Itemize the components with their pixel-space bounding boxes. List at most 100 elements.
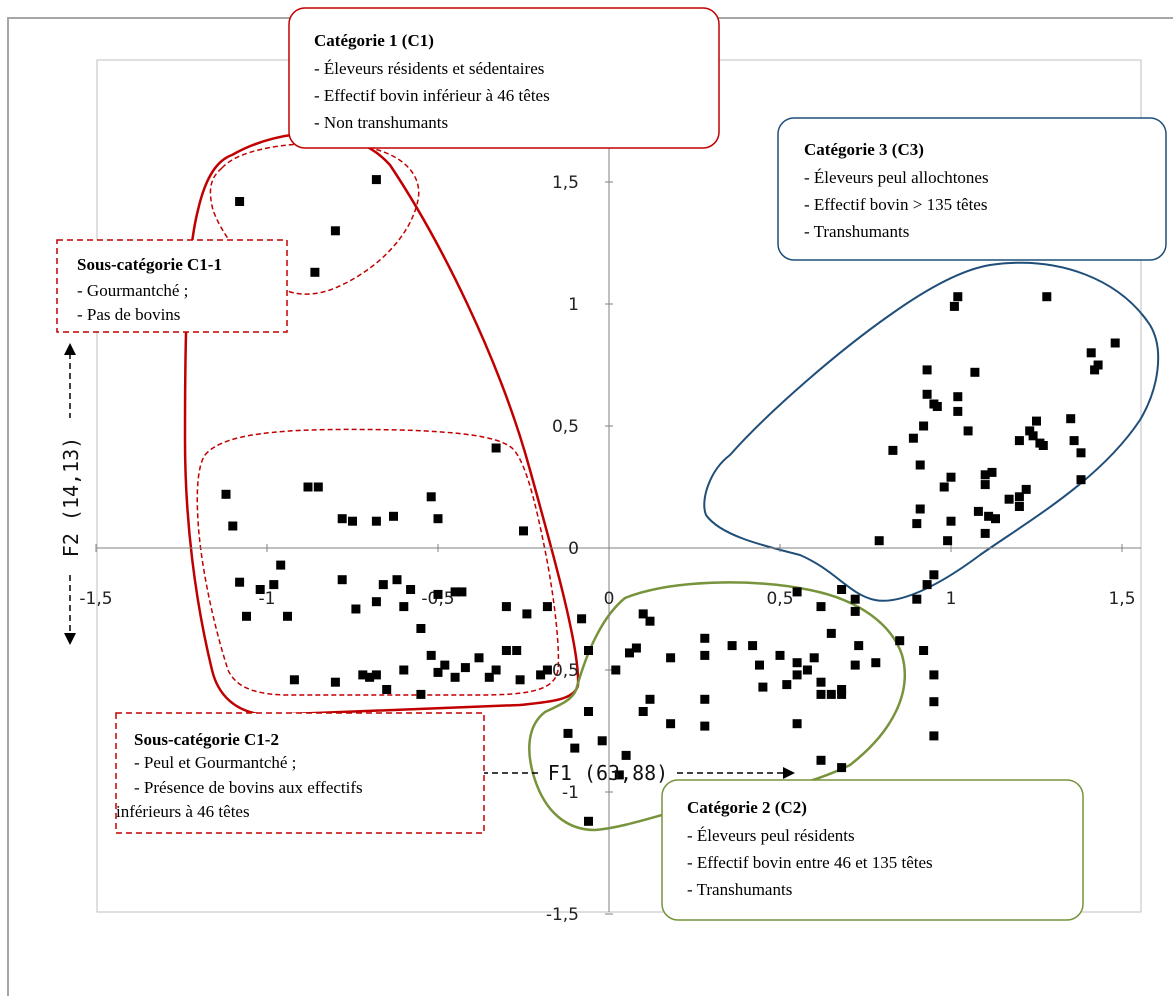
figure-border — [7, 17, 1173, 996]
y-tick-label: 0,5 — [552, 417, 579, 437]
data-point — [255, 585, 265, 594]
data-point — [1093, 360, 1103, 370]
data-point — [980, 480, 990, 490]
data-point — [440, 660, 450, 670]
data-point — [303, 482, 313, 492]
data-point — [816, 755, 826, 765]
data-point — [970, 367, 980, 377]
data-point — [474, 653, 484, 663]
data-point — [973, 506, 983, 516]
data-point — [351, 604, 361, 614]
data-point — [946, 472, 956, 482]
data-point — [512, 646, 522, 655]
data-point — [371, 670, 381, 680]
box-c3-line-2: - Effectif bovin > 135 têtes — [804, 195, 987, 214]
data-point — [501, 602, 511, 612]
data-point — [570, 743, 580, 753]
data-point — [371, 516, 381, 526]
data-point — [953, 292, 963, 302]
data-point — [946, 516, 956, 526]
data-point — [1066, 414, 1076, 424]
data-point — [922, 365, 932, 375]
data-point — [850, 660, 860, 670]
data-point — [888, 445, 898, 455]
data-point — [310, 267, 320, 277]
data-point — [987, 467, 997, 477]
data-point — [792, 658, 802, 668]
data-point — [775, 650, 785, 660]
data-point — [1110, 338, 1120, 348]
box-c2-title: Catégorie 2 (C2) — [687, 798, 807, 817]
box-categorie-1: Catégorie 1 (C1) - Éleveurs résidents et… — [288, 7, 720, 149]
y-tick-label: -0,5 — [546, 661, 579, 681]
data-point — [269, 580, 279, 590]
x-tick-label: 0,5 — [766, 589, 793, 609]
box-categorie-2: Catégorie 2 (C2) - Éleveurs peul résiden… — [661, 779, 1084, 921]
data-point — [929, 570, 939, 580]
y-arrow-up-head — [64, 343, 76, 355]
data-point — [491, 443, 501, 453]
data-point — [426, 650, 436, 660]
data-point — [378, 580, 388, 590]
data-point — [809, 653, 819, 663]
data-point — [802, 665, 812, 675]
data-point — [782, 680, 792, 690]
data-point — [980, 528, 990, 538]
data-point — [283, 611, 292, 621]
data-point — [433, 514, 443, 524]
data-point — [837, 585, 847, 594]
data-point — [330, 226, 340, 236]
data-point — [666, 719, 676, 729]
box-c1-line-3: - Non transhumants — [314, 113, 448, 132]
data-point — [358, 670, 368, 680]
data-point — [433, 667, 443, 677]
data-point — [399, 665, 409, 675]
data-point — [536, 670, 546, 680]
data-point — [638, 707, 648, 716]
data-point — [382, 685, 392, 694]
data-point — [758, 682, 768, 692]
data-point — [235, 577, 245, 587]
data-point — [1090, 365, 1100, 375]
data-point — [621, 750, 631, 760]
data-point — [984, 511, 994, 521]
box-c2-line-1: - Éleveurs peul résidents — [687, 826, 855, 845]
data-point — [631, 643, 641, 653]
y-tick-label: -1 — [562, 783, 579, 803]
data-point — [501, 646, 511, 655]
box-sous-categorie-c1-1: Sous-catégorie C1-1 - Gourmantché ; - Pa… — [56, 239, 288, 333]
data-point — [949, 301, 959, 311]
box-c3-line-1: - Éleveurs peul allochtones — [804, 168, 989, 187]
data-point — [416, 689, 426, 699]
data-point — [614, 770, 624, 780]
cluster-c1-2-outline — [196, 428, 560, 696]
cluster-c3-outline — [703, 261, 1160, 602]
y-tick-label: 1,5 — [552, 173, 579, 193]
data-point — [337, 575, 347, 585]
data-point — [826, 689, 836, 699]
box-sous-categorie-c1-2: Sous-catégorie C1-2 - Peul et Gourmantch… — [115, 712, 485, 834]
data-point — [484, 672, 494, 682]
data-point — [389, 511, 398, 521]
data-point — [963, 426, 973, 436]
data-point — [932, 402, 942, 411]
data-point — [450, 672, 460, 682]
x-arrow-right-head — [783, 767, 795, 779]
data-point — [929, 697, 939, 707]
data-point — [1025, 426, 1035, 436]
cluster-c1-outline — [183, 132, 580, 717]
data-point — [542, 665, 552, 675]
box-c2-line-3: - Transhumants — [687, 880, 792, 899]
data-point — [727, 641, 737, 651]
data-point — [625, 648, 634, 658]
x-tick-label: -0,5 — [421, 589, 454, 609]
box-c2-line-2: - Effectif bovin entre 46 et 135 têtes — [687, 853, 933, 872]
data-point — [289, 675, 299, 685]
data-point — [816, 689, 826, 699]
data-point — [433, 589, 443, 599]
data-point — [416, 624, 426, 633]
data-point — [755, 660, 764, 670]
y-ticks: 1,5 1 0,5 0 -0,5 -1 -1,5 — [546, 173, 613, 925]
data-point — [1069, 436, 1079, 446]
data-point — [228, 521, 238, 531]
